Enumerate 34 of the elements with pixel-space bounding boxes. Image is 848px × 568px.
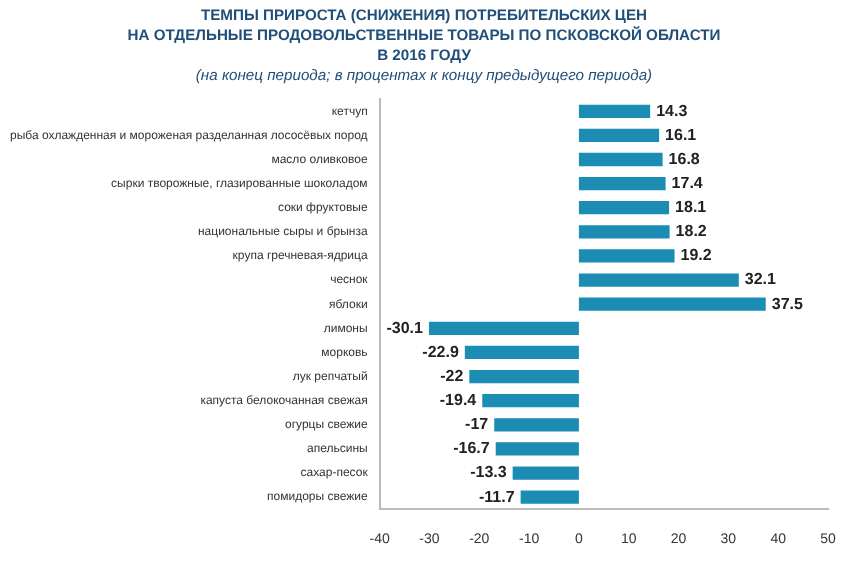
data-label: -22 [440, 366, 465, 385]
data-label: -17 [465, 415, 490, 434]
data-label: 16.1 [665, 125, 698, 144]
data-label: -11.7 [479, 487, 516, 506]
bar [428, 321, 579, 335]
data-label: 19.2 [680, 246, 713, 265]
bar [578, 176, 666, 191]
bar [494, 418, 579, 432]
bar [578, 249, 675, 263]
bar [469, 369, 579, 384]
data-label: 14.3 [656, 101, 689, 120]
data-label: 18.2 [675, 222, 708, 241]
data-label: -13.3 [470, 463, 508, 482]
bar [578, 152, 663, 167]
bar [512, 466, 579, 480]
bar [578, 128, 660, 143]
bar [578, 201, 670, 215]
bar [578, 297, 766, 311]
data-label: 37.5 [771, 294, 804, 313]
bar [464, 345, 579, 360]
data-label: 17.4 [671, 174, 704, 193]
bar [482, 394, 579, 408]
data-label: -16.7 [453, 439, 491, 458]
bar [578, 225, 670, 239]
bar [578, 104, 651, 118]
data-label: 32.1 [744, 270, 778, 289]
bar [520, 490, 579, 504]
bar [578, 273, 739, 287]
bar [495, 442, 579, 456]
data-label: -22.9 [422, 342, 460, 361]
data-label: -30.1 [386, 318, 425, 337]
data-label: 18.1 [675, 198, 708, 217]
data-label: 16.8 [668, 149, 701, 168]
data-label: -19.4 [439, 391, 478, 410]
